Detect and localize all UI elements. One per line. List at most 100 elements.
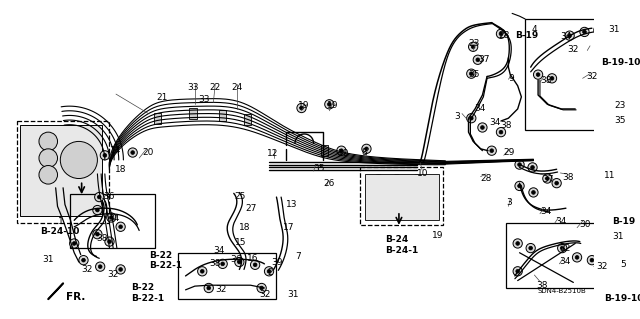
Text: 34: 34 <box>109 214 120 223</box>
Circle shape <box>561 246 564 250</box>
Text: 21: 21 <box>156 93 167 102</box>
Text: B-24-10: B-24-10 <box>40 227 79 236</box>
Text: 34: 34 <box>474 104 486 113</box>
Circle shape <box>99 265 102 269</box>
Text: 26: 26 <box>324 180 335 189</box>
Circle shape <box>467 114 476 123</box>
Bar <box>178 253 276 299</box>
Circle shape <box>324 100 334 109</box>
Text: 34: 34 <box>559 257 571 266</box>
Circle shape <box>300 106 303 110</box>
Text: 9: 9 <box>508 74 514 83</box>
Bar <box>321 145 328 156</box>
Circle shape <box>499 32 503 36</box>
Circle shape <box>107 213 116 222</box>
Circle shape <box>543 174 552 183</box>
Circle shape <box>557 243 567 253</box>
Bar <box>70 194 155 248</box>
Circle shape <box>531 166 534 169</box>
Text: B-22-1: B-22-1 <box>149 261 182 270</box>
Circle shape <box>515 160 524 169</box>
Circle shape <box>575 256 579 259</box>
Text: 18: 18 <box>115 165 127 174</box>
Polygon shape <box>48 283 63 299</box>
Text: 28: 28 <box>481 174 492 183</box>
Circle shape <box>340 149 343 152</box>
Circle shape <box>39 166 58 184</box>
Circle shape <box>93 230 102 239</box>
Circle shape <box>476 58 479 62</box>
Text: 24: 24 <box>231 83 243 92</box>
Circle shape <box>473 55 483 64</box>
Circle shape <box>594 26 603 35</box>
Circle shape <box>572 253 582 262</box>
Text: 36: 36 <box>230 255 241 263</box>
Text: 32: 32 <box>559 244 571 253</box>
Circle shape <box>582 30 586 34</box>
Bar <box>365 174 439 220</box>
Text: 35: 35 <box>614 116 626 125</box>
Circle shape <box>469 72 473 76</box>
Circle shape <box>79 256 88 265</box>
Text: 32: 32 <box>215 285 227 294</box>
Text: 5: 5 <box>621 260 627 269</box>
Text: 31: 31 <box>609 25 620 33</box>
Text: 30: 30 <box>579 220 591 229</box>
Circle shape <box>471 45 475 48</box>
Circle shape <box>409 175 426 191</box>
Text: 39: 39 <box>271 258 282 267</box>
Text: 11: 11 <box>604 171 616 180</box>
Circle shape <box>200 270 204 273</box>
Circle shape <box>257 283 266 293</box>
Circle shape <box>497 128 506 137</box>
Circle shape <box>516 270 520 273</box>
Text: 23: 23 <box>468 39 480 48</box>
Circle shape <box>131 151 134 154</box>
Text: B-24-1: B-24-1 <box>385 246 419 255</box>
Circle shape <box>487 146 497 155</box>
Text: 32: 32 <box>586 72 598 81</box>
Circle shape <box>550 77 554 80</box>
Text: 1: 1 <box>58 218 63 226</box>
Text: 14: 14 <box>109 146 121 155</box>
Circle shape <box>264 267 274 276</box>
Text: 32: 32 <box>108 271 119 279</box>
Text: 20: 20 <box>142 148 154 157</box>
Text: 19: 19 <box>326 100 338 110</box>
Circle shape <box>297 103 306 113</box>
Circle shape <box>116 222 125 231</box>
Text: 34: 34 <box>489 118 500 127</box>
Circle shape <box>536 73 540 77</box>
Circle shape <box>516 241 520 245</box>
Text: B-19-10: B-19-10 <box>601 58 640 67</box>
Circle shape <box>388 175 405 191</box>
Circle shape <box>555 181 559 185</box>
Circle shape <box>467 69 476 78</box>
Text: 13: 13 <box>285 200 297 209</box>
Circle shape <box>95 232 99 236</box>
Bar <box>525 19 599 130</box>
Circle shape <box>103 153 107 157</box>
Circle shape <box>95 262 105 271</box>
Circle shape <box>596 28 600 32</box>
Circle shape <box>532 190 535 194</box>
Circle shape <box>93 205 102 215</box>
Text: 16: 16 <box>247 254 259 263</box>
Text: B-19: B-19 <box>612 217 636 226</box>
Text: 34: 34 <box>561 32 572 41</box>
Bar <box>189 108 196 119</box>
Bar <box>20 125 102 216</box>
Text: 18: 18 <box>239 223 251 232</box>
Text: 19: 19 <box>433 231 444 241</box>
Text: 33: 33 <box>198 95 210 104</box>
Text: 3: 3 <box>454 112 460 121</box>
Circle shape <box>547 74 557 83</box>
Circle shape <box>534 70 543 79</box>
Circle shape <box>253 263 257 267</box>
Bar <box>244 114 252 125</box>
Circle shape <box>481 126 484 129</box>
Circle shape <box>116 265 125 274</box>
Circle shape <box>267 270 271 273</box>
Text: 19: 19 <box>338 149 349 158</box>
Bar <box>506 223 598 288</box>
